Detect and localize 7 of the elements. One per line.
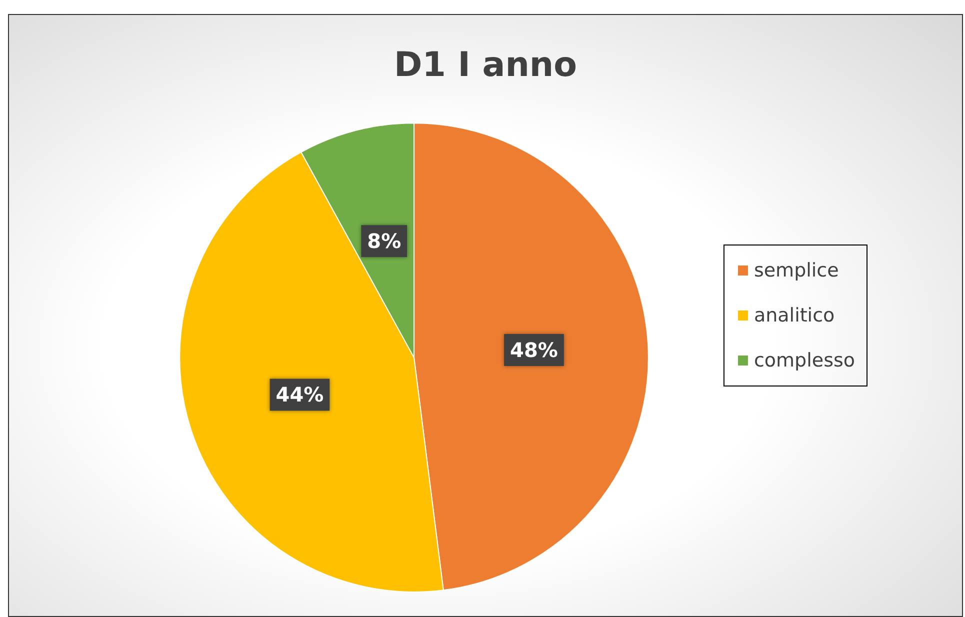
legend-label: analitico [754,304,835,326]
data-label: 8% [367,229,402,254]
legend-label: complesso [754,350,855,372]
legend-label: semplice [754,260,839,282]
chart-title: D1 I anno [394,45,577,85]
data-label: 44% [276,382,324,407]
data-label: 48% [510,338,558,362]
